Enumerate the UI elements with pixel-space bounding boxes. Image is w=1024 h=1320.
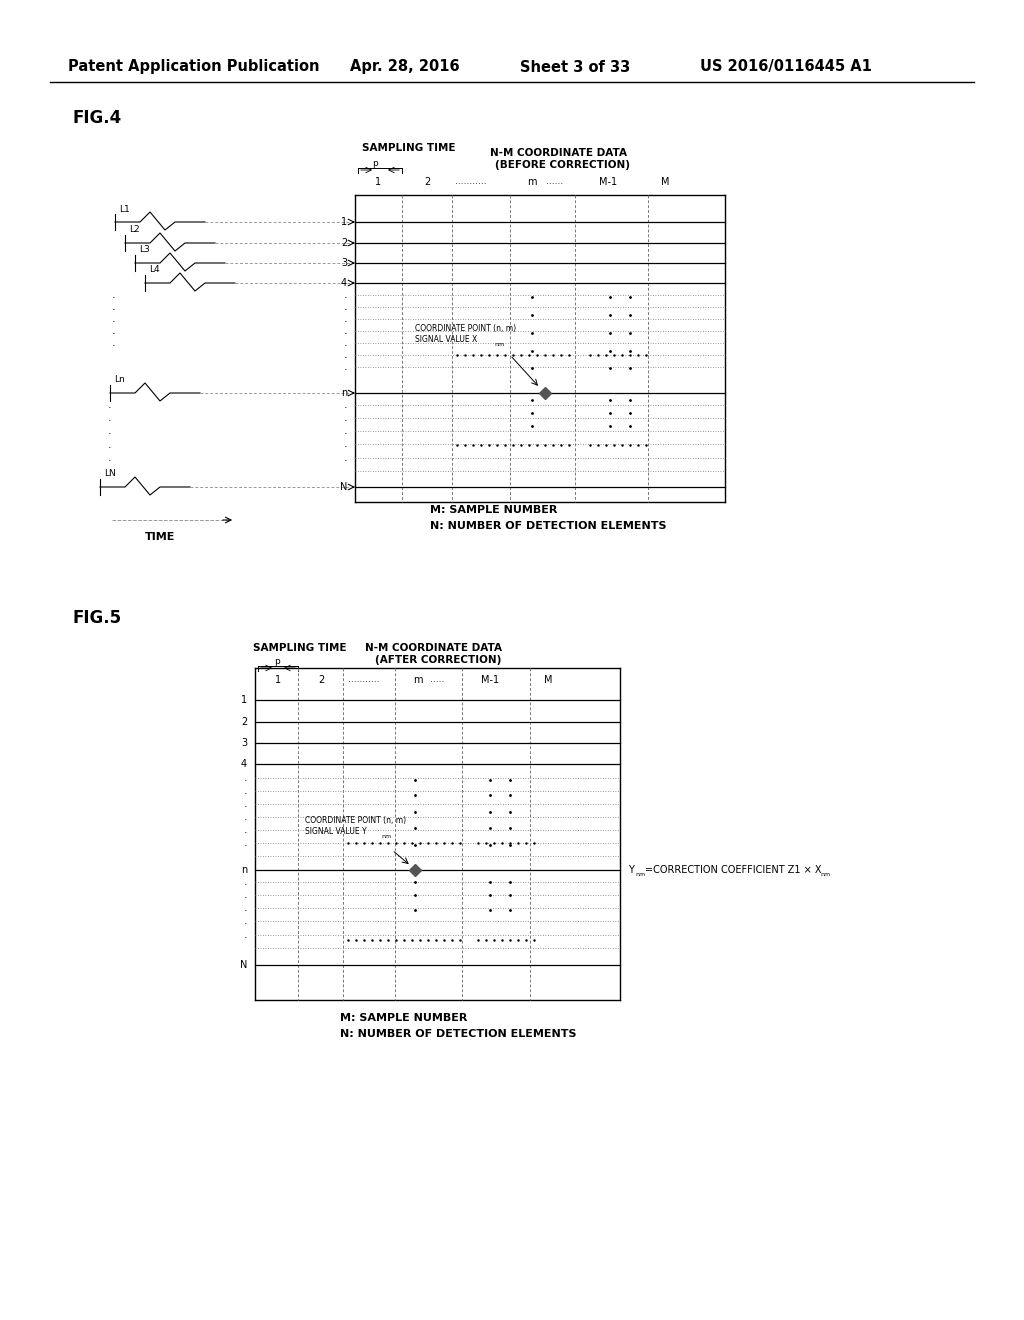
Text: 1: 1 bbox=[341, 216, 347, 227]
Text: (BEFORE CORRECTION): (BEFORE CORRECTION) bbox=[495, 160, 630, 170]
Text: N-M COORDINATE DATA: N-M COORDINATE DATA bbox=[365, 643, 502, 653]
Text: L4: L4 bbox=[150, 265, 160, 275]
Text: 2: 2 bbox=[424, 177, 430, 187]
Text: .: . bbox=[112, 290, 116, 300]
Text: .: . bbox=[343, 290, 347, 300]
Text: p: p bbox=[372, 158, 378, 168]
Text: .: . bbox=[343, 400, 347, 411]
Text: M: SAMPLE NUMBER: M: SAMPLE NUMBER bbox=[430, 506, 557, 515]
Text: US 2016/0116445 A1: US 2016/0116445 A1 bbox=[700, 59, 871, 74]
Text: .: . bbox=[108, 440, 112, 450]
Text: ...........: ........... bbox=[455, 177, 486, 186]
Text: m: m bbox=[414, 675, 423, 685]
Text: 1: 1 bbox=[274, 675, 281, 685]
Text: .: . bbox=[244, 799, 247, 809]
Text: .....: ..... bbox=[430, 676, 444, 685]
Text: M: M bbox=[660, 177, 670, 187]
Text: N: N bbox=[240, 960, 247, 970]
Text: FIG.5: FIG.5 bbox=[72, 609, 121, 627]
Text: COORDINATE POINT (n, m): COORDINATE POINT (n, m) bbox=[415, 323, 516, 333]
Text: n: n bbox=[341, 388, 347, 399]
Text: L1: L1 bbox=[119, 205, 130, 214]
Text: nm: nm bbox=[381, 833, 391, 838]
Text: p: p bbox=[274, 656, 280, 665]
Text: .: . bbox=[343, 426, 347, 436]
Text: .: . bbox=[108, 413, 112, 422]
Text: SIGNAL VALUE X: SIGNAL VALUE X bbox=[415, 335, 477, 345]
Text: .: . bbox=[244, 774, 247, 783]
Text: .: . bbox=[244, 876, 247, 887]
Text: M-1: M-1 bbox=[599, 177, 617, 187]
Text: 4: 4 bbox=[241, 759, 247, 770]
Text: 1: 1 bbox=[375, 177, 381, 187]
Text: .: . bbox=[108, 426, 112, 436]
Text: .: . bbox=[343, 350, 347, 360]
Text: .: . bbox=[112, 326, 116, 337]
Text: SAMPLING TIME: SAMPLING TIME bbox=[253, 643, 346, 653]
Text: 2: 2 bbox=[317, 675, 325, 685]
Text: Y: Y bbox=[628, 865, 634, 875]
Text: .: . bbox=[112, 314, 116, 323]
Text: LN: LN bbox=[104, 470, 116, 479]
Text: N: NUMBER OF DETECTION ELEMENTS: N: NUMBER OF DETECTION ELEMENTS bbox=[430, 521, 667, 531]
Text: M-1: M-1 bbox=[481, 675, 499, 685]
Text: M: M bbox=[544, 675, 552, 685]
Text: nm: nm bbox=[635, 873, 645, 878]
Text: .: . bbox=[244, 825, 247, 836]
Text: Ln: Ln bbox=[114, 375, 125, 384]
Text: N: N bbox=[340, 482, 347, 492]
Text: ...........: ........... bbox=[348, 676, 380, 685]
Text: .: . bbox=[343, 302, 347, 312]
Text: 3: 3 bbox=[341, 257, 347, 268]
Text: nm: nm bbox=[820, 873, 830, 878]
Text: TIME: TIME bbox=[145, 532, 175, 543]
Text: .: . bbox=[244, 890, 247, 900]
Text: .: . bbox=[343, 362, 347, 372]
Text: n: n bbox=[241, 865, 247, 875]
Text: 2: 2 bbox=[241, 717, 247, 727]
Text: L2: L2 bbox=[129, 226, 139, 235]
Text: .: . bbox=[112, 302, 116, 312]
Text: 2: 2 bbox=[341, 238, 347, 248]
Text: .: . bbox=[112, 338, 116, 348]
Text: .: . bbox=[343, 453, 347, 463]
Text: COORDINATE POINT (n, m): COORDINATE POINT (n, m) bbox=[305, 816, 407, 825]
Text: .: . bbox=[244, 916, 247, 927]
Text: N: NUMBER OF DETECTION ELEMENTS: N: NUMBER OF DETECTION ELEMENTS bbox=[340, 1030, 577, 1039]
Text: .: . bbox=[108, 453, 112, 463]
Text: .: . bbox=[244, 931, 247, 940]
Text: Patent Application Publication: Patent Application Publication bbox=[68, 59, 319, 74]
Text: =CORRECTION COEFFICIENT Z1 × X: =CORRECTION COEFFICIENT Z1 × X bbox=[645, 865, 821, 875]
Text: .: . bbox=[343, 314, 347, 323]
Text: M: SAMPLE NUMBER: M: SAMPLE NUMBER bbox=[340, 1012, 467, 1023]
Text: .: . bbox=[108, 400, 112, 411]
Text: .: . bbox=[343, 440, 347, 449]
Text: Apr. 28, 2016: Apr. 28, 2016 bbox=[350, 59, 460, 74]
Text: .: . bbox=[343, 413, 347, 422]
Text: L3: L3 bbox=[139, 246, 150, 255]
Text: m: m bbox=[527, 177, 537, 187]
Text: SIGNAL VALUE Y: SIGNAL VALUE Y bbox=[305, 828, 367, 837]
Text: .: . bbox=[244, 785, 247, 796]
Text: 4: 4 bbox=[341, 279, 347, 288]
Text: SAMPLING TIME: SAMPLING TIME bbox=[362, 143, 456, 153]
Text: .: . bbox=[343, 338, 347, 348]
Text: 1: 1 bbox=[241, 696, 247, 705]
Text: nm: nm bbox=[494, 342, 504, 346]
Text: .: . bbox=[343, 326, 347, 337]
Text: .: . bbox=[244, 903, 247, 913]
Text: 3: 3 bbox=[241, 738, 247, 748]
Text: .: . bbox=[244, 812, 247, 822]
Text: ......: ...... bbox=[546, 177, 563, 186]
Text: FIG.4: FIG.4 bbox=[72, 110, 121, 127]
Text: (AFTER CORRECTION): (AFTER CORRECTION) bbox=[375, 655, 502, 665]
Text: .: . bbox=[244, 838, 247, 847]
Text: N-M COORDINATE DATA: N-M COORDINATE DATA bbox=[490, 148, 627, 158]
Text: Sheet 3 of 33: Sheet 3 of 33 bbox=[520, 59, 630, 74]
